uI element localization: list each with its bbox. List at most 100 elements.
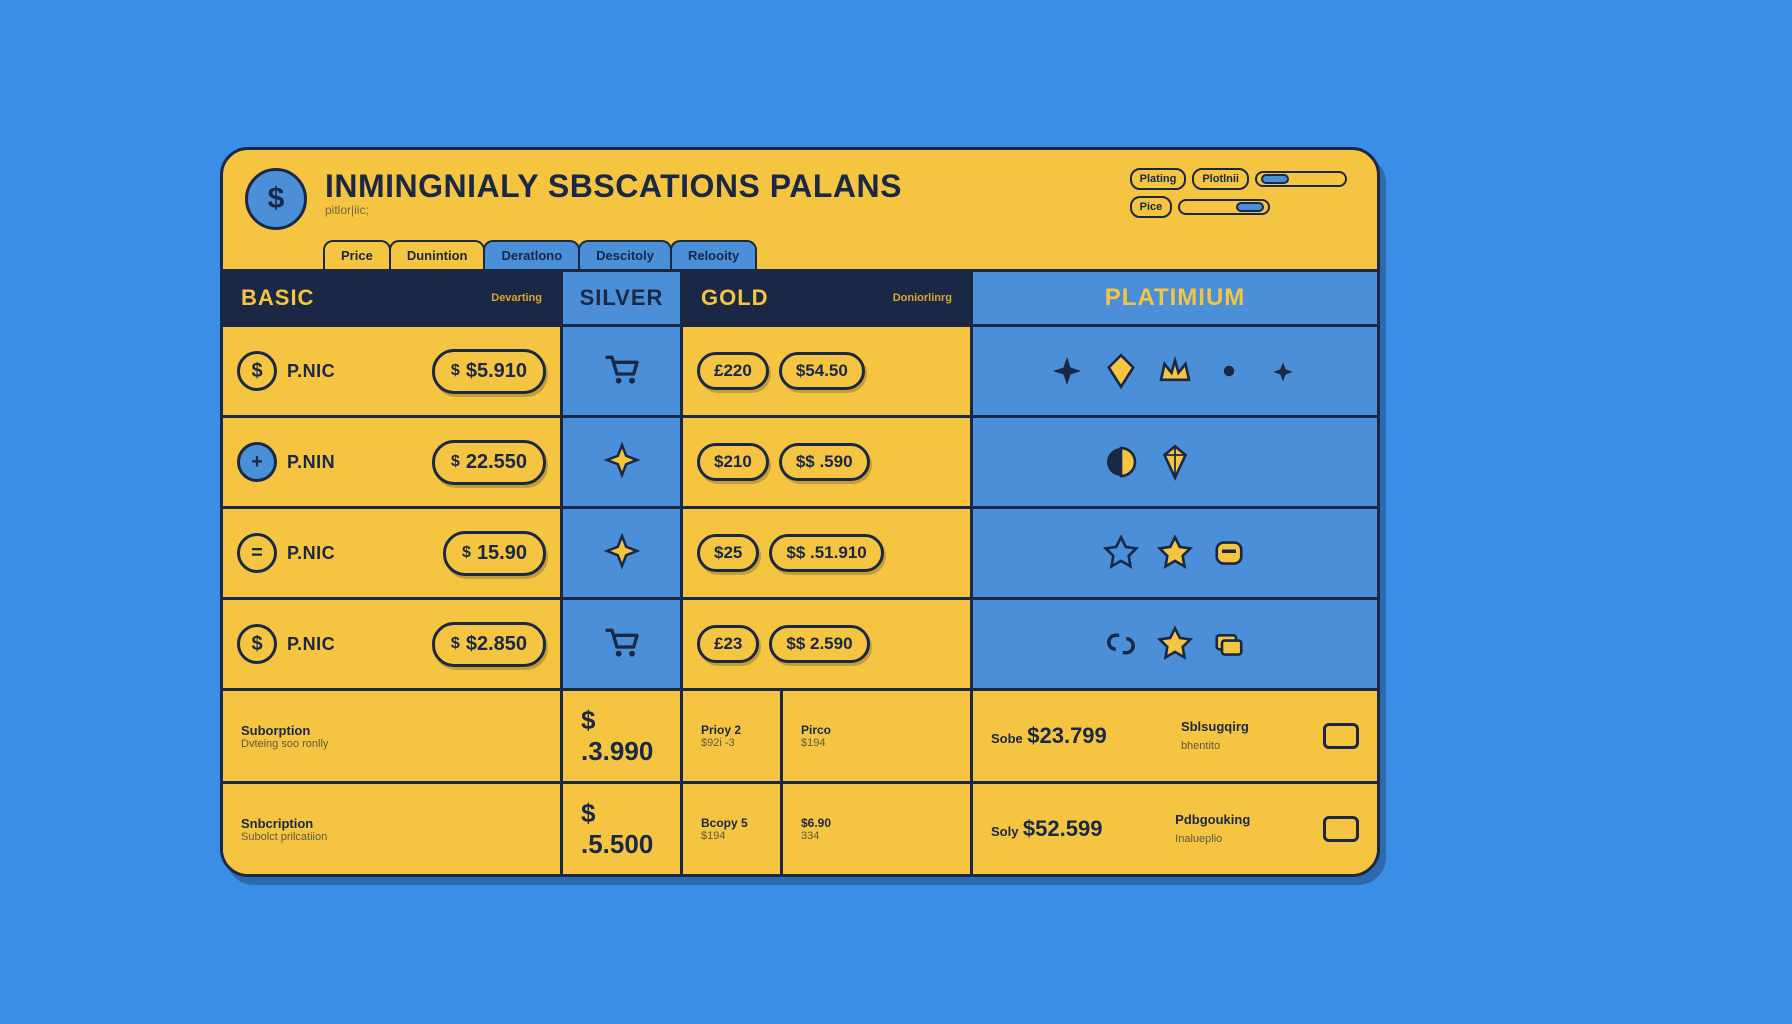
slider-group: Plating Plotlnii Pice	[1130, 168, 1347, 218]
gold-price-a[interactable]: $25	[697, 534, 759, 572]
slider-2[interactable]	[1178, 199, 1270, 215]
gold-price-a[interactable]: £23	[697, 625, 759, 663]
platinum-cell	[973, 509, 1377, 597]
tab-5[interactable]: Relooity	[670, 240, 757, 269]
footer-plat: Sobe $23.799 Sblsugqirg bhentito	[973, 691, 1377, 781]
cards-icon	[1208, 623, 1250, 665]
gold-cell: £23 $$ 2.590	[683, 600, 973, 688]
page-subtitle: pitlor|iic;	[325, 203, 1112, 217]
card-icon	[1323, 723, 1359, 749]
tier-label: BASIC	[241, 285, 314, 311]
star-icon	[1154, 532, 1196, 574]
tab-4[interactable]: Descitoly	[578, 240, 672, 269]
basic-price-pill[interactable]: $15.90	[443, 531, 546, 576]
price-row: + P.NIN $22.550 $210 $$ .590	[223, 415, 1377, 506]
tab-bar: Price Dunintion Deratlono Descitoly Relo…	[323, 240, 1377, 269]
gold-cell: $210 $$ .590	[683, 418, 973, 506]
platinum-cell	[973, 600, 1377, 688]
tab-price[interactable]: Price	[323, 240, 391, 269]
tab-duration[interactable]: Dunintion	[389, 240, 486, 269]
footer-label: Suborption Dvteing soo ronlly	[223, 691, 563, 781]
sparkle-icon	[602, 531, 642, 576]
basic-price-pill[interactable]: $22.550	[432, 440, 546, 485]
silver-cell	[563, 509, 683, 597]
sparkle-icon	[602, 440, 642, 485]
link-icon	[1100, 623, 1142, 665]
silver-cell	[563, 418, 683, 506]
gold-cell: $25 $$ .51.910	[683, 509, 973, 597]
basic-cell: = P.NIC $15.90	[223, 509, 563, 597]
footer-mid2: $6.90 334	[783, 784, 973, 874]
gold-price-b[interactable]: $$ .51.910	[769, 534, 883, 572]
row-label: P.NIC	[287, 543, 335, 564]
gold-price-b[interactable]: $$ 2.590	[769, 625, 869, 663]
dot-icon	[1208, 350, 1250, 392]
price-row: = P.NIC $15.90 $25 $$ .51.910	[223, 506, 1377, 597]
dollar-icon: $	[237, 624, 277, 664]
gem-icon	[1154, 441, 1196, 483]
price-row: $ P.NIC $$5.910 £220 $54.50	[223, 324, 1377, 415]
footer-mid2: Pirco $194 Sobe	[783, 691, 973, 781]
row-label: P.NIC	[287, 361, 335, 382]
tier-header-row: BASIC Devarting SILVER GOLD Doniorlinrg …	[223, 269, 1377, 324]
cart-icon	[602, 349, 642, 394]
tier-label: GOLD	[701, 285, 769, 311]
footer-mid: Prioy 2 $92i -3	[683, 691, 783, 781]
tier-platinum: PLATIMIUM	[973, 272, 1377, 324]
cart-icon	[602, 622, 642, 667]
footer-basic-price: $ .5.500	[563, 784, 683, 874]
crown-icon	[1154, 350, 1196, 392]
footer-mid: Bcopy 5 $194	[683, 784, 783, 874]
gold-price-b[interactable]: $54.50	[779, 352, 865, 390]
row-label: P.NIN	[287, 452, 335, 473]
basic-cell: + P.NIN $22.550	[223, 418, 563, 506]
footer-basic-price: $ .3.990	[563, 691, 683, 781]
platinum-cell	[973, 327, 1377, 415]
sparkle-sm-icon	[1262, 350, 1304, 392]
silver-cell	[563, 600, 683, 688]
card-icon	[1323, 816, 1359, 842]
footer-label: Snbcription Subolct prilcatiion	[223, 784, 563, 874]
footer-plat: Soly $52.599 Pdbgouking Inalueplio	[973, 784, 1377, 874]
platinum-cell	[973, 418, 1377, 506]
moon-icon	[1208, 441, 1250, 483]
diamond-icon	[1100, 350, 1142, 392]
tier-gold: GOLD Doniorlinrg	[683, 272, 973, 324]
footer-row: Suborption Dvteing soo ronlly $ .3.990 P…	[223, 688, 1377, 781]
silver-cell	[563, 327, 683, 415]
half-moon-icon	[1100, 441, 1142, 483]
pricing-card: $ INMINGNIALY SBSCATIONS PALANS pitlor|i…	[220, 147, 1380, 877]
footer-row: Snbcription Subolct prilcatiion $ .5.500…	[223, 781, 1377, 874]
tier-sublabel: Doniorlinrg	[893, 292, 952, 304]
basic-price-pill[interactable]: $$5.910	[432, 349, 546, 394]
rows: $ P.NIC $$5.910 £220 $54.50 + P.NIN $22.…	[223, 324, 1377, 688]
footer: Suborption Dvteing soo ronlly $ .3.990 P…	[223, 688, 1377, 874]
row-label: P.NIC	[287, 634, 335, 655]
tier-label: SILVER	[580, 285, 664, 311]
tab-3[interactable]: Deratlono	[483, 240, 580, 269]
tier-silver: SILVER	[563, 272, 683, 324]
slider-1[interactable]	[1255, 171, 1347, 187]
dollar-logo-icon: $	[245, 168, 307, 230]
price-row: $ P.NIC $$2.850 £23 $$ 2.590	[223, 597, 1377, 688]
card-header: $ INMINGNIALY SBSCATIONS PALANS pitlor|i…	[223, 150, 1377, 230]
slider-label: Plotlnii	[1192, 168, 1249, 190]
slider-label: Pice	[1130, 196, 1173, 218]
badge-icon	[1208, 532, 1250, 574]
basic-price-pill[interactable]: $$2.850	[432, 622, 546, 667]
plus-icon: +	[237, 442, 277, 482]
gold-price-a[interactable]: £220	[697, 352, 769, 390]
star-solid-icon	[1154, 623, 1196, 665]
basic-cell: $ P.NIC $$5.910	[223, 327, 563, 415]
gold-cell: £220 $54.50	[683, 327, 973, 415]
basic-cell: $ P.NIC $$2.850	[223, 600, 563, 688]
gold-price-b[interactable]: $$ .590	[779, 443, 870, 481]
tier-basic: BASIC Devarting	[223, 272, 563, 324]
sparkle-icon	[1046, 350, 1088, 392]
slider-label: Plating	[1130, 168, 1187, 190]
star-outline-icon	[1100, 532, 1142, 574]
tier-sublabel: Devarting	[491, 292, 542, 304]
tier-label: PLATIMIUM	[1105, 284, 1246, 312]
page-title: INMINGNIALY SBSCATIONS PALANS	[325, 168, 1112, 205]
gold-price-a[interactable]: $210	[697, 443, 769, 481]
